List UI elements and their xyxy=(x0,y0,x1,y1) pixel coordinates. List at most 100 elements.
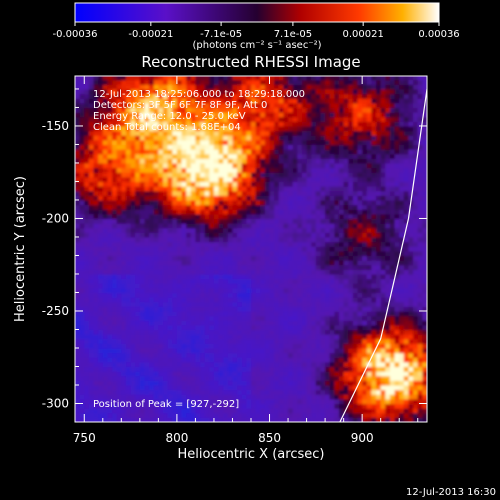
heatmap-cell xyxy=(352,126,359,132)
heatmap-cell xyxy=(172,255,178,261)
heatmap-cell xyxy=(357,181,363,187)
heatmap-cell xyxy=(84,417,90,422)
heatmap-cell xyxy=(135,385,141,391)
heatmap-cell xyxy=(348,79,354,85)
heatmap-cell xyxy=(227,139,233,145)
heatmap-cell xyxy=(116,278,122,284)
heatmap-cell xyxy=(98,412,104,418)
heatmap-cell xyxy=(315,366,321,372)
heatmap-cell xyxy=(102,89,108,95)
heatmap-cell xyxy=(348,135,354,141)
heatmap-cell xyxy=(79,306,85,312)
heatmap-cell xyxy=(223,255,229,261)
heatmap-cell xyxy=(343,394,349,400)
heatmap-cell xyxy=(362,403,368,409)
heatmap-cell xyxy=(237,163,243,169)
heatmap-cell xyxy=(209,315,215,321)
heatmap-cell xyxy=(283,315,289,321)
heatmap-cell xyxy=(79,237,85,243)
heatmap-cell xyxy=(135,139,141,145)
heatmap-cell xyxy=(181,311,187,317)
heatmap-cell xyxy=(376,320,382,326)
heatmap-cell xyxy=(158,149,164,155)
heatmap-cell xyxy=(366,213,372,219)
heatmap-cell xyxy=(144,167,150,173)
heatmap-cell xyxy=(172,204,178,210)
heatmap-cell xyxy=(301,264,308,270)
heatmap-cell xyxy=(320,260,326,266)
heatmap-cell xyxy=(139,274,145,280)
heatmap-cell xyxy=(209,204,215,210)
heatmap-cell xyxy=(274,190,280,196)
heatmap-cell xyxy=(88,241,95,247)
heatmap-cell xyxy=(292,98,298,104)
heatmap-cell xyxy=(320,324,326,331)
heatmap-cell xyxy=(283,98,289,104)
heatmap-cell xyxy=(329,278,335,284)
heatmap-cell xyxy=(84,408,90,414)
heatmap-cell xyxy=(269,366,275,372)
heatmap-cell xyxy=(204,227,210,233)
heatmap-cell xyxy=(163,301,169,307)
heatmap-cell xyxy=(227,389,233,395)
heatmap-cell xyxy=(297,269,303,275)
heatmap-cell xyxy=(204,408,210,414)
heatmap-cell xyxy=(352,385,359,391)
heatmap-cell xyxy=(306,324,312,331)
heatmap-cell xyxy=(311,306,317,312)
heatmap-cell xyxy=(121,102,127,108)
heatmap-cell xyxy=(98,153,104,159)
heatmap-cell xyxy=(107,176,113,182)
heatmap-cell xyxy=(292,380,298,386)
heatmap-cell xyxy=(292,338,298,344)
heatmap-cell xyxy=(163,200,169,206)
heatmap-cell xyxy=(190,357,196,363)
heatmap-cell xyxy=(376,76,382,81)
heatmap-cell xyxy=(237,352,243,358)
heatmap-cell xyxy=(218,163,224,169)
heatmap-cell xyxy=(255,112,261,118)
heatmap-cell xyxy=(264,241,271,247)
heatmap-cell xyxy=(315,172,321,178)
heatmap-cell xyxy=(325,176,331,182)
heatmap-cell xyxy=(190,79,196,85)
heatmap-cell xyxy=(380,417,386,422)
heatmap-cell xyxy=(223,149,229,155)
heatmap-cell xyxy=(237,213,243,219)
heatmap-cell xyxy=(213,385,220,391)
heatmap-cell xyxy=(352,218,359,224)
heatmap-cell xyxy=(232,209,238,215)
heatmap-cell xyxy=(311,283,317,289)
heatmap-cell xyxy=(278,287,284,294)
heatmap-cell xyxy=(255,283,261,289)
heatmap-cell xyxy=(135,361,141,368)
heatmap-cell xyxy=(172,209,178,215)
heatmap-cell xyxy=(153,209,159,215)
heatmap-cell xyxy=(348,412,354,418)
heatmap-cell xyxy=(371,324,377,331)
heatmap-cell xyxy=(144,172,150,178)
heatmap-cell xyxy=(149,301,155,307)
heatmap-cell xyxy=(153,306,159,312)
heatmap-cell xyxy=(311,269,317,275)
heatmap-cell xyxy=(237,102,243,108)
heatmap-cell xyxy=(371,306,377,312)
heatmap-cell xyxy=(301,283,308,289)
heatmap-cell xyxy=(371,116,377,122)
heatmap-cell xyxy=(255,260,261,266)
heatmap-cell xyxy=(88,139,95,145)
heatmap-cell xyxy=(167,324,173,331)
heatmap-cell xyxy=(139,84,145,90)
heatmap-cell xyxy=(125,250,132,257)
heatmap-cell xyxy=(200,385,206,391)
heatmap-cell xyxy=(190,269,196,275)
heatmap-cell xyxy=(176,329,183,335)
heatmap-cell xyxy=(301,218,308,224)
heatmap-cell xyxy=(246,135,252,141)
heatmap-cell xyxy=(139,380,145,386)
heatmap-cell xyxy=(200,89,206,95)
heatmap-cell xyxy=(301,343,308,349)
heatmap-cell xyxy=(116,190,122,196)
heatmap-cell xyxy=(88,306,95,312)
heatmap-cell xyxy=(269,116,275,122)
